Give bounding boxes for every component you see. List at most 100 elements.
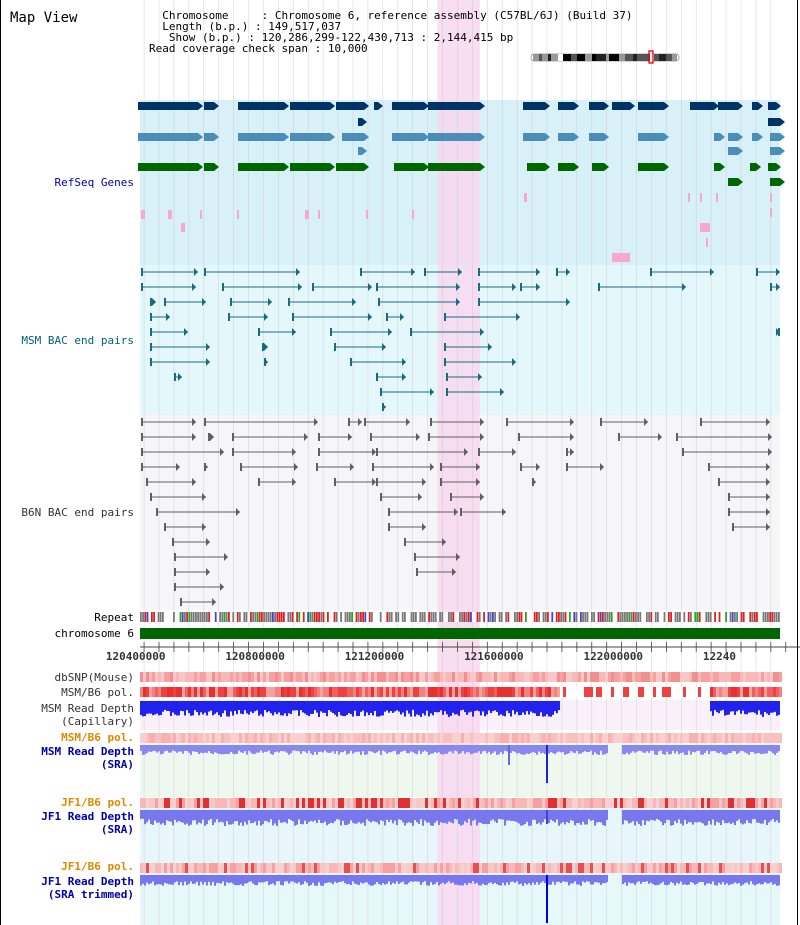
repeat-element (445, 612, 448, 622)
heat-cell (245, 798, 248, 808)
heat-cell (242, 798, 245, 808)
track-label-msm-depth-capillary[interactable]: MSM Read Depth (Capillary) (41, 702, 134, 728)
heat-cell (731, 672, 734, 682)
depth-bar (424, 745, 426, 751)
heat-cell (692, 863, 695, 873)
track-label-b6n-bac[interactable]: B6N BAC end pairs (21, 506, 134, 519)
heat-cell (269, 687, 272, 697)
repeat-element (478, 612, 481, 622)
depth-bar (190, 745, 192, 755)
track-label-msm-b6-pol-1[interactable]: MSM/B6 pol. (61, 686, 134, 699)
heat-cell (212, 863, 215, 873)
depth-bar (638, 745, 640, 751)
depth-bar (424, 875, 426, 882)
heat-cell (191, 672, 194, 682)
bac-end-left (386, 313, 388, 321)
info-row-span: Read coverage check span : 10,000 (149, 42, 368, 55)
heat-cell (440, 687, 443, 697)
heat-cell (512, 863, 515, 873)
depth-bar (634, 810, 636, 826)
heat-cell (548, 733, 551, 743)
repeat-element (234, 612, 237, 622)
repeat-track[interactable] (140, 612, 780, 622)
track-label-msm-depth-sra[interactable]: MSM Read Depth (SRA) (41, 745, 134, 771)
msm-b6-pol-heat-track-1[interactable] (140, 687, 782, 697)
depth-bar (590, 745, 592, 751)
depth-bar (326, 745, 328, 753)
heat-cell (635, 672, 638, 682)
jf1-b6-pol-heat-track-2[interactable] (140, 863, 782, 873)
depth-bar (412, 745, 414, 753)
depth-bar (308, 745, 310, 751)
depth-bar (140, 875, 142, 886)
depth-bar (336, 875, 338, 884)
depth-bar (166, 875, 168, 884)
heat-cell (377, 687, 380, 697)
depth-bar (524, 810, 526, 825)
track-label-jf1-b6-pol-2[interactable]: JF1/B6 pol. (61, 860, 134, 873)
msm-sra-depth-track[interactable] (140, 745, 780, 783)
heat-cell (209, 863, 212, 873)
gene-block (238, 163, 284, 171)
track-label-dbsnp[interactable]: dbSNP(Mouse) (54, 671, 134, 684)
msm-bac-track[interactable] (141, 268, 780, 411)
chromosome-ideogram[interactable] (530, 50, 680, 64)
depth-bar (568, 875, 570, 886)
jf1-b6-pol-heat-track-1[interactable] (140, 798, 782, 808)
depth-bar (418, 701, 420, 716)
depth-bar (246, 745, 248, 755)
bac-end-right (402, 358, 406, 366)
ideogram-band (637, 54, 643, 61)
depth-bar (490, 701, 492, 714)
depth-bar (472, 701, 474, 717)
repeat-element (778, 612, 780, 622)
repeat-element (756, 612, 758, 622)
b6n-bac-track[interactable] (141, 418, 772, 606)
track-label-chromosome[interactable]: chromosome 6 (54, 627, 134, 640)
track-label-jf1-depth-trimmed[interactable]: JF1 Read Depth (SRA trimmed) (41, 875, 134, 901)
track-label-repeat[interactable]: Repeat (94, 611, 134, 624)
dbsnp-heat-track[interactable] (140, 672, 782, 682)
msm-capillary-depth-track[interactable] (140, 701, 780, 717)
depth-bar (716, 745, 718, 753)
repeat-mark (366, 210, 368, 219)
chromosome-bar[interactable] (140, 628, 780, 639)
depth-bar (342, 875, 344, 882)
heat-cell (158, 863, 161, 873)
track-label-msm-b6-pol-2[interactable]: MSM/B6 pol. (61, 731, 134, 744)
track-label-msm-bac[interactable]: MSM BAC end pairs (21, 334, 134, 347)
msm-b6-pol-heat-track-2[interactable] (140, 733, 782, 743)
repeat-element (417, 612, 419, 622)
depth-bar (490, 745, 492, 755)
jf1-sra-depth-track[interactable] (140, 810, 780, 826)
jf1-trimmed-depth-track[interactable] (140, 875, 780, 923)
track-label-jf1-b6-pol-1[interactable]: JF1/B6 pol. (61, 796, 134, 809)
depth-bar (290, 875, 292, 882)
heat-cell (272, 687, 275, 697)
depth-bar (238, 875, 240, 886)
heat-cell (338, 672, 341, 682)
depth-bar (148, 810, 150, 820)
heat-cell (380, 798, 383, 808)
heat-cell (779, 672, 782, 682)
track-label-jf1-depth-sra[interactable]: JF1 Read Depth (SRA) (41, 810, 134, 836)
heat-cell (617, 672, 620, 682)
depth-bar (394, 745, 396, 751)
repeat-element (643, 612, 646, 622)
refseq-gene-track[interactable] (138, 102, 785, 262)
heat-cell (299, 733, 302, 743)
depth-bar (300, 701, 302, 711)
heat-cell (488, 863, 491, 873)
repeat-element (168, 612, 171, 622)
ideogram-band (650, 54, 654, 61)
heat-cell (482, 733, 485, 743)
track-label-refseq[interactable]: RefSeq Genes (54, 176, 134, 189)
bac-end-left (478, 298, 480, 306)
depth-bar (334, 745, 336, 754)
depth-bar (458, 701, 460, 716)
heat-cell (296, 798, 299, 808)
gene-strand-arrow (545, 102, 550, 110)
gene-block (392, 133, 424, 141)
bac-end-left (150, 493, 152, 501)
